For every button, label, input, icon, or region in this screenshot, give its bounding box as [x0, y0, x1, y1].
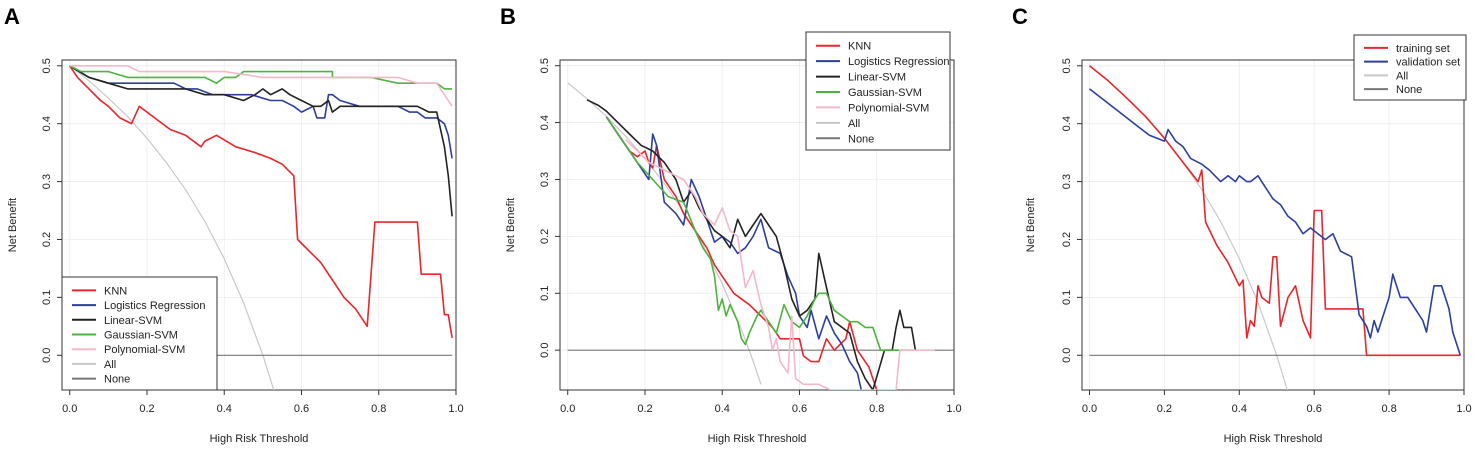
y-axis-title: Net Benefit: [1025, 198, 1037, 252]
x-tick-label: 0.0: [62, 403, 77, 415]
series-line-all: [1089, 65, 1288, 390]
legend-label: Polynomial-SVM: [104, 344, 185, 356]
panel-c: C 0.0 0.2 0.4 0.6 0.8 1.0 0.0 0.1 0.2 0.3 0.4 0.5 Hig…: [1012, 4, 1472, 445]
legend-label: KNN: [848, 41, 871, 53]
series-line-polynomial-svm: [625, 139, 935, 390]
panel-a: A 0.0 0.2 0.4 0.6 0.8 1.0 0.0 0.1 0.2 0.3 0.4 0.5 Hig…: [4, 4, 464, 445]
plot-frame: [1081, 59, 1465, 391]
legend-label: None: [1396, 84, 1422, 96]
legend-label: All: [1396, 70, 1408, 82]
series-line-polynomial-svm: [69, 65, 453, 107]
legend-label: Logistics Regression: [848, 56, 950, 68]
x-tick-label: 0.0: [1082, 403, 1097, 415]
panel-letter: B: [500, 4, 516, 29]
x-axis-title: High Risk Threshold: [708, 433, 807, 445]
y-axis-title: Net Benefit: [505, 198, 517, 252]
panel-letter: A: [4, 4, 20, 29]
legend-label: Polynomial-SVM: [848, 102, 929, 114]
x-tick-label: 0.6: [792, 403, 807, 415]
y-tick-label: 0.3: [1061, 174, 1073, 189]
series-group: [69, 65, 453, 390]
x-axis-title: High Risk Threshold: [1224, 433, 1323, 445]
x-tick-label: 0.4: [715, 403, 730, 415]
legend-label: Linear-SVM: [848, 72, 906, 84]
series-line-validation-set: [1089, 88, 1462, 356]
x-tick-label: 0.8: [1381, 403, 1396, 415]
y-tick-label: 0.1: [1061, 290, 1073, 305]
y-tick-label: 0.2: [41, 232, 53, 247]
x-tick-label: 1.0: [448, 403, 463, 415]
legend-label: training set: [1396, 43, 1450, 55]
legend: KNN Logistics Regression Linear-SVM Gaussia…: [805, 31, 951, 151]
y-tick-label: 0.1: [539, 286, 551, 301]
y-tick-label: 0.0: [41, 348, 53, 363]
x-tick-label: 0.4: [1232, 403, 1247, 415]
x-tick-label: 0.8: [371, 403, 386, 415]
y-tick-label: 0.1: [41, 290, 53, 305]
series-group: [567, 82, 954, 390]
series-line-all: [69, 65, 275, 390]
legend-label: None: [104, 374, 130, 386]
series-line-all: [567, 82, 762, 385]
y-tick-label: 0.5: [539, 58, 551, 73]
legend-label: All: [848, 118, 860, 130]
series-group: [1088, 65, 1462, 390]
x-tick-label: 0.2: [1157, 403, 1172, 415]
series-line-gaussian-svm: [69, 65, 453, 90]
x-tick-label: 0.0: [560, 403, 575, 415]
plot-frame: [559, 59, 955, 391]
x-tick-label: 1.0: [946, 403, 961, 415]
y-tick-label: 0.3: [539, 172, 551, 187]
legend-label: Logistics Regression: [104, 300, 206, 312]
x-axis-title: High Risk Threshold: [210, 433, 309, 445]
series-line-logistics-regression: [69, 65, 453, 159]
legend-label: All: [104, 359, 116, 371]
y-tick-label: 0.4: [41, 116, 53, 131]
legend-label: Gaussian-SVM: [848, 87, 922, 99]
legend-label: Linear-SVM: [104, 315, 162, 327]
legend-label: validation set: [1396, 57, 1460, 69]
panel-b: B 0.0 0.2 0.4 0.6 0.8 1.0 0.0 0.1 0.2 0.3 0.4 0.5 Hig…: [500, 4, 962, 445]
x-tick-label: 0.4: [217, 403, 232, 415]
x-tick-label: 0.8: [869, 403, 884, 415]
x-tick-label: 0.2: [139, 403, 154, 415]
y-tick-label: 0.0: [539, 343, 551, 358]
y-tick-label: 0.5: [41, 58, 53, 73]
y-tick-label: 0.5: [1061, 58, 1073, 73]
panel-letter: C: [1012, 4, 1028, 29]
y-tick-label: 0.4: [539, 115, 551, 130]
y-axis-title: Net Benefit: [7, 198, 19, 252]
series-line-gaussian-svm: [605, 116, 916, 351]
y-tick-label: 0.2: [539, 229, 551, 244]
y-tick-label: 0.0: [1061, 348, 1073, 363]
y-tick-label: 0.4: [1061, 116, 1073, 131]
x-tick-label: 0.2: [637, 403, 652, 415]
series-line-linear-svm: [586, 99, 917, 390]
series-line-training-set: [1088, 65, 1461, 357]
series-line-linear-svm: [69, 65, 453, 217]
legend-label: None: [848, 133, 874, 145]
series-line-logistics-regression: [605, 116, 863, 390]
series-line-knn: [605, 116, 878, 390]
x-tick-label: 0.6: [1307, 403, 1322, 415]
y-tick-label: 0.3: [41, 174, 53, 189]
x-tick-label: 0.6: [294, 403, 309, 415]
legend: KNN Logistics Regression Linear-SVM Gaussia…: [61, 276, 218, 391]
legend-label: Gaussian-SVM: [104, 330, 178, 342]
y-tick-label: 0.2: [1061, 232, 1073, 247]
series-line-knn: [69, 65, 453, 339]
legend-label: KNN: [104, 285, 127, 297]
x-tick-label: 1.0: [1456, 403, 1471, 415]
plot-frame: [61, 59, 457, 391]
